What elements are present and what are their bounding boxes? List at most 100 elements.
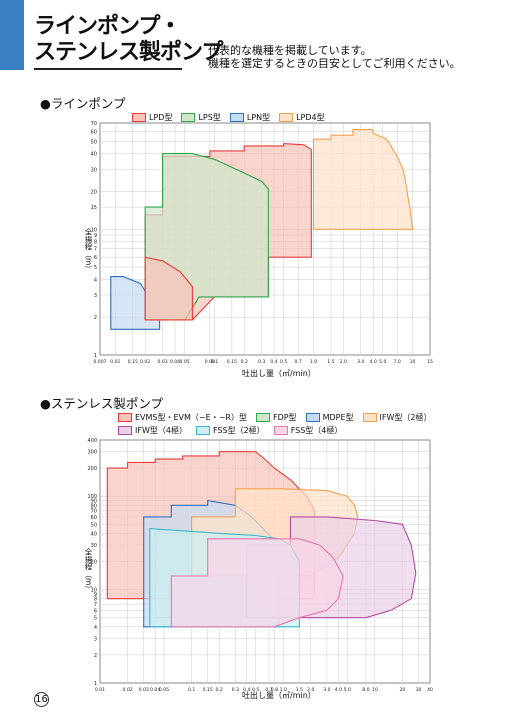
y-tick-label: 6 — [94, 608, 97, 614]
x-tick-label: 0.1 — [211, 359, 218, 365]
legend-label: IFW型（4極） — [135, 426, 187, 435]
y-tick-label: 100 — [87, 494, 97, 500]
x-tick-label: 0.03 — [157, 359, 167, 365]
x-tick-label: 30 — [416, 687, 422, 693]
y-tick-label: 2 — [94, 315, 97, 321]
y-axis-label-line-pump: 全揚程（m） — [84, 228, 93, 273]
y-tick-label: 40 — [91, 531, 97, 537]
x-tick-label: 0.02 — [140, 359, 150, 365]
x-tick-label: 8.0 — [362, 687, 369, 693]
legend-label: LPN型 — [246, 113, 271, 122]
legend-label: FSS型（4極） — [290, 426, 343, 435]
legend-label: IFW型（2極） — [379, 413, 432, 422]
x-tick-label: 1.5 — [296, 687, 303, 693]
legend-item: MDPE型 — [305, 412, 354, 423]
section-title-line-pump: ●ラインポンプ — [40, 96, 126, 111]
y-tick-label: 70 — [91, 509, 97, 515]
intro-line-2: 機種を選定するときの目安としてご利用ください。 — [208, 57, 461, 70]
legend-swatch — [255, 413, 270, 422]
y-tick-label: 4 — [94, 625, 97, 631]
x-tick-label: 0.007 — [93, 359, 106, 365]
y-tick-label: 300 — [87, 450, 97, 456]
y-tick-label: 60 — [91, 515, 97, 521]
y-tick-label: 10 — [91, 588, 97, 594]
x-tick-label: 20 — [399, 687, 405, 693]
legend-item: LPD型 — [132, 112, 172, 123]
title-line-2: ステンレス製ポンプ — [34, 40, 223, 65]
y-tick-label: 10 — [91, 227, 97, 233]
legend-item: EVMS型・EVM（−E・−R）型 — [118, 412, 247, 423]
x-tick-label: 0.01 — [110, 359, 120, 365]
y-tick-label: 8 — [94, 597, 97, 603]
y-tick-label: 70 — [91, 121, 97, 127]
legend-swatch — [279, 113, 294, 122]
x-tick-label: 0.04 — [170, 359, 180, 365]
x-tick-label: 0.02 — [122, 687, 132, 693]
x-tick-label: 0.05 — [179, 359, 189, 365]
y-tick-label: 20 — [91, 560, 97, 566]
x-tick-label: 10 — [410, 359, 416, 365]
legend-item: FDP型 — [255, 412, 297, 423]
legend-item: IFW型（2極） — [362, 412, 432, 423]
x-tick-label: 0.2 — [216, 687, 223, 693]
y-tick-label: 90 — [91, 498, 97, 504]
title-underline — [34, 68, 182, 70]
y-tick-label: 6 — [94, 255, 97, 261]
x-tick-label: 0.7 — [294, 359, 301, 365]
y-tick-label: 15 — [91, 205, 97, 211]
legend-item: LPN型 — [229, 112, 271, 123]
legend-swatch — [132, 113, 146, 122]
x-tick-label: 0.1 — [188, 687, 195, 693]
y-tick-label: 5 — [94, 616, 97, 622]
legend-item: LPS型 — [181, 112, 221, 123]
x-tick-label: 40 — [427, 687, 433, 693]
y-tick-label: 30 — [91, 543, 97, 549]
series-region — [312, 129, 414, 230]
legend-label: LPS型 — [198, 113, 221, 122]
y-tick-label: 1 — [94, 681, 97, 687]
legend-label: EVMS型・EVM（−E・−R）型 — [135, 413, 247, 422]
x-axis-label-stainless-pump: 吐出し量（㎥/min） — [242, 691, 316, 700]
x-tick-label: 0.5 — [252, 687, 259, 693]
x-tick-label: 0.03 — [139, 687, 149, 693]
y-tick-label: 7 — [94, 247, 97, 253]
y-tick-label: 200 — [87, 466, 97, 472]
legend-swatch — [273, 426, 288, 435]
y-tick-label: 5 — [94, 265, 97, 271]
x-tick-label: 0.4 — [243, 687, 250, 693]
y-tick-label: 400 — [87, 438, 97, 444]
x-tick-label: 1.0 — [280, 687, 287, 693]
legend-swatch — [118, 426, 132, 435]
x-tick-label: 3.0 — [357, 359, 364, 365]
legend-item: FSS型（2極） — [195, 425, 265, 436]
x-tick-label: 7.0 — [394, 359, 401, 365]
series-region — [170, 538, 344, 628]
legend-swatch — [305, 413, 320, 422]
legend-swatch — [195, 426, 210, 435]
series-region — [144, 256, 193, 321]
x-tick-label: 1.0 — [310, 359, 317, 365]
x-tick-label: 0.7 — [265, 687, 272, 693]
x-tick-label: 0.15 — [128, 359, 138, 365]
x-tick-label: 5.0 — [379, 359, 386, 365]
x-tick-label: 0.04 — [150, 687, 160, 693]
legend-label: MDPE型 — [322, 413, 354, 422]
intro-text: 代表的な機種を掲載しています。 機種を選定するときの目安としてご利用ください。 — [208, 44, 461, 70]
legend-swatch — [229, 113, 244, 122]
y-tick-label: 50 — [91, 139, 97, 145]
x-tick-label: 4.0 — [369, 359, 376, 365]
legend-item: LPD4型 — [279, 112, 325, 123]
x-tick-label: 0.3 — [258, 359, 265, 365]
x-tick-label: 5.0 — [344, 687, 351, 693]
legend-label: LPD4型 — [296, 113, 325, 122]
y-tick-label: 80 — [91, 503, 97, 509]
y-tick-label: 3 — [94, 636, 97, 642]
y-tick-label: 9 — [94, 233, 97, 239]
intro-line-1: 代表的な機種を掲載しています。 — [208, 44, 372, 57]
x-tick-label: 0.3 — [232, 687, 239, 693]
y-tick-label: 30 — [91, 167, 97, 173]
y-tick-label: 20 — [91, 189, 97, 195]
legend-swatch — [118, 413, 132, 422]
legend-label: LPD型 — [149, 113, 173, 122]
x-tick-label: 0.01 — [95, 687, 105, 693]
